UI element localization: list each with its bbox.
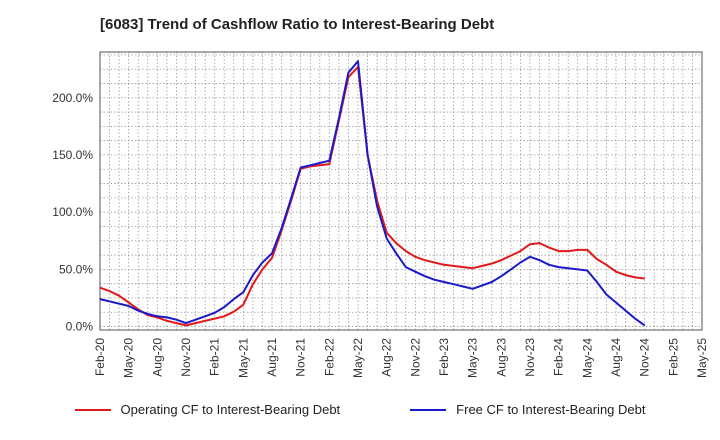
legend-label-free-cf: Free CF to Interest-Bearing Debt [456, 402, 646, 417]
x-tick-label: Nov-21 [294, 338, 308, 377]
legend: Operating CF to Interest-Bearing Debt Fr… [0, 402, 720, 417]
x-tick-label: Nov-20 [179, 338, 193, 377]
legend-item-operating-cf: Operating CF to Interest-Bearing Debt [74, 402, 341, 417]
y-tick-label: 50.0% [59, 262, 93, 276]
chart-title: [6083] Trend of Cashflow Ratio to Intere… [100, 16, 495, 33]
plot-border [99, 51, 703, 331]
x-tick-label: May-21 [236, 338, 250, 378]
legend-swatch-operating-cf [74, 408, 111, 411]
plot-area [100, 52, 702, 330]
x-tick-label: May-22 [351, 338, 365, 378]
x-tick-label: Feb-23 [437, 338, 451, 376]
x-tick-label: May-23 [466, 338, 480, 378]
x-tick-label: Feb-20 [93, 338, 107, 376]
x-tick-label: Aug-20 [150, 338, 164, 377]
series-line-free-cf [99, 60, 646, 327]
x-tick-label: Aug-23 [494, 338, 508, 377]
x-tick-label: Nov-22 [408, 338, 422, 377]
legend-label-operating-cf: Operating CF to Interest-Bearing Debt [120, 402, 341, 417]
y-tick-label: 150.0% [52, 148, 93, 162]
y-tick-label: 0.0% [66, 320, 94, 334]
legend-swatch-free-cf [410, 408, 447, 411]
x-tick-label: Aug-24 [609, 338, 623, 377]
y-tick-label: 100.0% [52, 205, 93, 219]
x-tick-label: May-25 [695, 338, 709, 378]
x-tick-label: May-20 [122, 338, 136, 378]
x-tick-label: Feb-21 [208, 338, 222, 376]
legend-item-free-cf: Free CF to Interest-Bearing Debt [410, 402, 645, 417]
x-tick-label: May-24 [580, 338, 594, 378]
x-tick-label: Feb-22 [322, 338, 336, 376]
x-tick-label: Feb-24 [552, 338, 566, 376]
x-tick-label: Nov-24 [638, 338, 652, 377]
y-tick-label: 200.0% [52, 91, 93, 105]
x-tick-label: Aug-22 [380, 338, 394, 377]
x-tick-label: Nov-23 [523, 338, 537, 377]
x-tick-label: Feb-25 [666, 338, 680, 376]
x-tick-label: Aug-21 [265, 338, 279, 377]
